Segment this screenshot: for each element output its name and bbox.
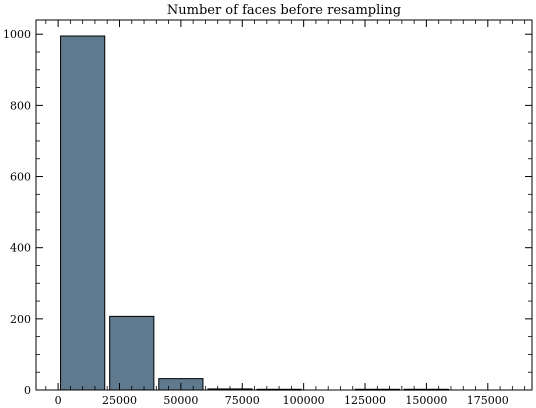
y-tick-label: 200: [10, 313, 31, 326]
x-tick-label: 75000: [225, 394, 260, 407]
y-tick-label: 0: [24, 384, 31, 397]
histogram-bar: [110, 316, 154, 390]
x-tick-label: 100000: [283, 394, 325, 407]
bars-group: [61, 36, 449, 390]
x-tick-label: 175000: [467, 394, 509, 407]
x-tick-label: 150000: [405, 394, 447, 407]
x-tick-label: 125000: [344, 394, 386, 407]
y-tick-label: 600: [10, 171, 31, 184]
x-tick-label: 50000: [163, 394, 198, 407]
y-tick-label: 1000: [3, 28, 31, 41]
x-tick-label: 25000: [102, 394, 137, 407]
y-tick-label: 400: [10, 242, 31, 255]
histogram-bar: [61, 36, 105, 390]
y-tick-label: 800: [10, 99, 31, 112]
x-tick-label: 0: [55, 394, 62, 407]
chart-title: Number of faces before resampling: [167, 3, 401, 18]
